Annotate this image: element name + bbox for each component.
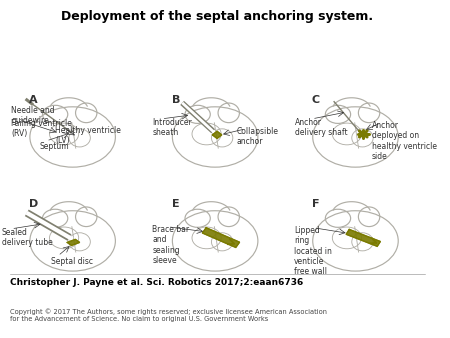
Text: Sealed
delivery tube: Sealed delivery tube bbox=[2, 228, 53, 247]
Polygon shape bbox=[346, 230, 380, 246]
Text: Healthy ventricle
(LV): Healthy ventricle (LV) bbox=[55, 126, 121, 145]
Text: Lipped
ring
located in
venticle
free wall: Lipped ring located in venticle free wal… bbox=[294, 226, 332, 276]
Polygon shape bbox=[67, 239, 80, 245]
Text: A: A bbox=[29, 95, 38, 105]
Text: Copyright © 2017 The Authors, some rights reserved; exclusive licensee American : Copyright © 2017 The Authors, some right… bbox=[10, 308, 327, 322]
Text: Christopher J. Payne et al. Sci. Robotics 2017;2:eaan6736: Christopher J. Payne et al. Sci. Robotic… bbox=[10, 278, 303, 287]
Polygon shape bbox=[212, 131, 222, 139]
Text: Septal disc: Septal disc bbox=[51, 257, 93, 266]
Text: Introducer
sheath: Introducer sheath bbox=[152, 118, 192, 137]
Text: Deployment of the septal anchoring system.: Deployment of the septal anchoring syste… bbox=[61, 10, 373, 23]
Text: D: D bbox=[29, 199, 38, 209]
Text: Anchor
deployed on
healthy ventricle
side: Anchor deployed on healthy ventricle sid… bbox=[372, 121, 437, 161]
Text: E: E bbox=[171, 199, 179, 209]
Text: Anchor
delivery shaft: Anchor delivery shaft bbox=[295, 118, 348, 137]
Polygon shape bbox=[202, 228, 239, 247]
Text: B: B bbox=[171, 95, 180, 105]
Text: Needle and
guidewire: Needle and guidewire bbox=[11, 106, 55, 125]
Text: Septum: Septum bbox=[40, 142, 69, 151]
Text: C: C bbox=[312, 95, 320, 105]
Text: Collapsible
anchor: Collapsible anchor bbox=[237, 127, 279, 146]
Text: F: F bbox=[312, 199, 320, 209]
Text: Brace bar
and
sealing
sleeve: Brace bar and sealing sleeve bbox=[152, 225, 189, 265]
Text: Failing ventricle
(RV): Failing ventricle (RV) bbox=[11, 119, 72, 138]
